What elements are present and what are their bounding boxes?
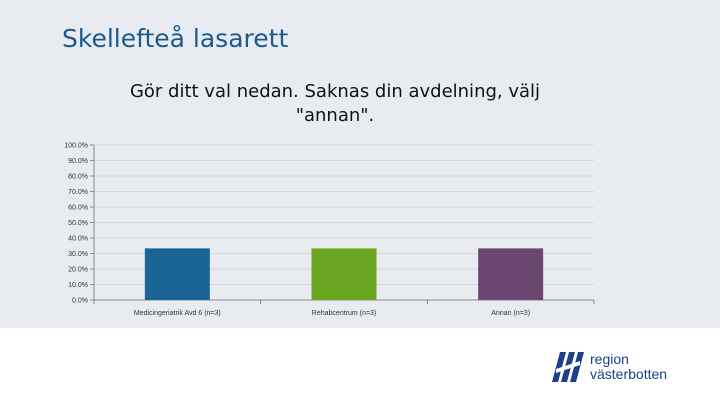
logo-text-line2: västerbotten (590, 366, 668, 382)
y-tick-label: 60.0% (68, 205, 88, 212)
bar-chart: 0.0% 10.0% 20.0% 30.0% 40.0% 50.0% 60.0% 70.0% 8… (64, 143, 595, 317)
bar (311, 248, 377, 300)
y-tick-label: 10.0% (68, 282, 88, 289)
region-vasterbotten-logo: region västerbotten (552, 352, 702, 384)
y-tick-label: 50.0% (68, 220, 88, 227)
y-tick-label: 80.0% (68, 174, 88, 181)
y-tick-label: 0.0% (72, 298, 88, 305)
x-tick-label: Annan (n=3) (491, 310, 530, 317)
x-tick-label: Medicingeriatrik Avd 6 (n=3) (134, 310, 221, 317)
bar (144, 248, 210, 300)
logo-mark-icon (552, 352, 584, 382)
slide-title: Skellefteå lasarett (62, 24, 289, 53)
y-tick-label: 20.0% (68, 267, 88, 274)
chart-title: Gör ditt val nedan. Saknas din avdelning… (129, 81, 541, 126)
y-tick-label: 30.0% (68, 251, 88, 258)
logo-text-line1: region (590, 351, 629, 367)
bar (478, 248, 544, 300)
y-tick-label: 90.0% (68, 158, 88, 165)
y-tick-label: 40.0% (68, 236, 88, 243)
y-tick-label: 100.0% (64, 143, 88, 150)
y-tick-label: 70.0% (68, 189, 88, 196)
x-tick-label: Rehabcentrum (n=3) (312, 310, 376, 317)
